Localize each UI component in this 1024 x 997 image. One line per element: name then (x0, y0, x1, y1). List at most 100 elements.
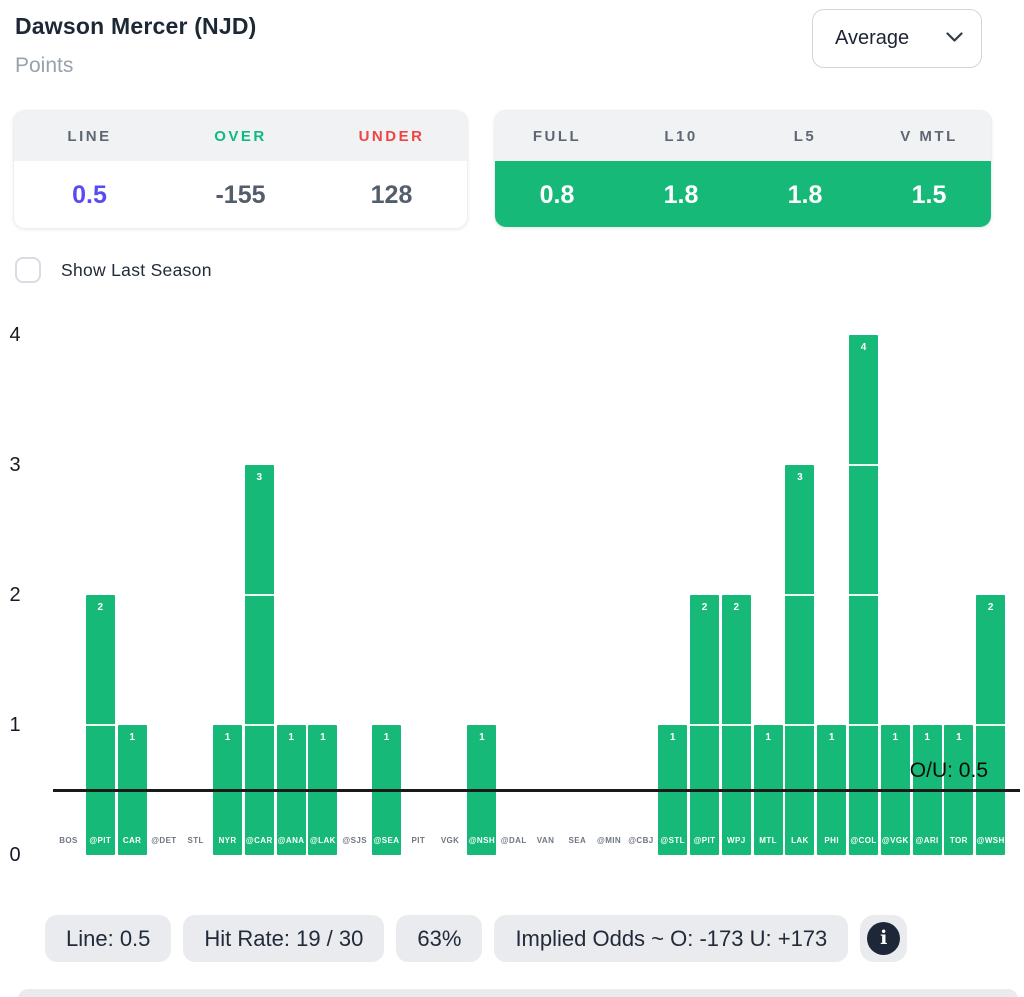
x-axis-opponent-label: @CBJ (628, 836, 654, 845)
show-last-season-label: Show Last Season (61, 259, 212, 280)
game-bar[interactable]: 1 (308, 725, 338, 855)
bar-value-label: 1 (765, 732, 771, 743)
y-axis-tick: 2 (9, 584, 21, 606)
game-bar[interactable]: 1 (213, 725, 242, 855)
betting-line-header-row: LINE OVER UNDER (14, 111, 467, 161)
chevron-down-icon (946, 30, 963, 48)
bar-value-label: 3 (797, 472, 803, 483)
over-header: OVER (214, 127, 267, 145)
show-last-season-row: Show Last Season (15, 256, 212, 284)
game-bar[interactable]: 1 (467, 725, 497, 855)
bar-value-label: 2 (733, 602, 740, 613)
hit-rate-pill: Hit Rate: 19 / 30 (183, 915, 385, 962)
y-axis-tick: 3 (9, 454, 21, 476)
vs-opponent-header: V MTL (900, 127, 958, 145)
betting-line-card: LINE OVER UNDER 0.5 -155 128 (13, 110, 468, 229)
game-bar[interactable]: 2 (85, 595, 115, 855)
l5-header: L5 (793, 127, 817, 145)
bar-segment-divider (721, 724, 751, 726)
bar-value-label: 1 (892, 732, 899, 743)
show-last-season-checkbox[interactable] (15, 257, 41, 283)
splits-value-row: 0.8 1.8 1.8 1.5 (495, 161, 991, 227)
bar-value-label: 1 (129, 732, 135, 743)
bar-segment-divider (244, 594, 274, 596)
game-bar[interactable]: 1 (658, 725, 688, 855)
bar-value-label: 1 (956, 732, 962, 743)
game-bar[interactable]: 3 (785, 465, 815, 855)
page-title: Dawson Mercer (NJD) (15, 13, 257, 39)
bar-segment-divider (976, 724, 1006, 726)
stat-type-label: Points (15, 54, 74, 77)
bar-value-label: 2 (701, 602, 708, 613)
game-bar[interactable]: 1 (276, 725, 306, 855)
bar-segment-divider (785, 594, 815, 596)
stat-mode-selected: Average (835, 27, 910, 49)
y-axis-tick: 1 (9, 714, 21, 736)
game-bar[interactable]: 2 (690, 595, 719, 855)
l5-average-value: 1.8 (787, 180, 823, 209)
x-axis-opponent-label: PIT (411, 836, 426, 845)
summary-footer: Line: 0.5 Hit Rate: 19 / 30 63% Implied … (45, 915, 908, 962)
game-bar[interactable]: 1 (117, 725, 147, 855)
x-axis-opponent-label: @MIN (597, 836, 622, 845)
game-bar[interactable]: 1 (944, 725, 974, 855)
next-section-card-top (18, 989, 1018, 997)
bar-segment-divider (85, 724, 115, 726)
bar-value-label: 2 (987, 602, 994, 613)
stat-mode-dropdown[interactable]: Average (812, 9, 982, 68)
game-bar[interactable]: 1 (372, 725, 401, 855)
splits-header-row: FULL L10 L5 V MTL (495, 111, 991, 161)
bar-value-label: 1 (924, 732, 930, 743)
betting-line-value-row: 0.5 -155 128 (14, 161, 467, 228)
bar-value-label: 3 (256, 472, 263, 483)
line-value: 0.5 (72, 181, 107, 209)
bar-value-label: 1 (383, 732, 390, 743)
bar-segment-divider (849, 724, 878, 726)
game-bar[interactable]: 1 (817, 725, 847, 855)
bar-value-label: 1 (479, 732, 485, 743)
game-bar[interactable]: 1 (912, 725, 942, 855)
game-bar[interactable]: 1 (880, 725, 910, 855)
x-axis-opponent-label: @DET (151, 836, 177, 845)
over-odds-value: -155 (215, 181, 266, 209)
x-axis-opponent-label: SEA (568, 836, 587, 845)
game-bar[interactable]: 2 (721, 595, 751, 855)
bar-segment-divider (785, 724, 815, 726)
l10-average-value: 1.8 (663, 180, 699, 209)
info-button[interactable]: i (860, 915, 908, 962)
game-bar[interactable]: 1 (753, 725, 783, 855)
bar-value-label: 1 (320, 732, 326, 743)
under-header: UNDER (358, 127, 425, 145)
game-bar[interactable]: 3 (244, 465, 274, 855)
bar-segment-divider (849, 594, 878, 596)
x-axis-opponent-label: @DAL (500, 836, 527, 845)
x-axis-opponent-label: @SJS (342, 836, 367, 845)
x-axis-opponent-label: STL (187, 836, 204, 845)
full-average-value: 0.8 (539, 180, 575, 209)
info-icon: i (867, 922, 901, 955)
hit-rate-percent-pill: 63% (396, 915, 483, 962)
under-odds-value: 128 (370, 181, 413, 209)
bar-segment-divider (244, 724, 274, 726)
bar-segment-divider (690, 724, 719, 726)
game-bar[interactable]: 2 (976, 595, 1006, 855)
y-axis-tick: 4 (9, 324, 21, 346)
game-bar[interactable]: 4 (849, 335, 878, 855)
x-axis-opponent-label: VAN (536, 836, 555, 845)
bar-value-label: 2 (97, 602, 104, 613)
x-axis-opponent-label: BOS (59, 836, 78, 845)
full-header: FULL (532, 127, 582, 145)
vs-opponent-average-value: 1.5 (911, 180, 947, 209)
bar-value-label: 4 (860, 342, 867, 353)
implied-odds-pill: Implied Odds ~ O: -173 U: +173 (494, 915, 849, 962)
y-axis-tick: 0 (9, 844, 21, 866)
x-axis-opponent-label: VGK (440, 836, 460, 845)
line-header: LINE (67, 127, 112, 145)
line-pill: Line: 0.5 (45, 915, 172, 962)
l10-header: L10 (664, 127, 698, 145)
bar-value-label: 1 (288, 732, 294, 743)
bar-value-label: 1 (224, 732, 231, 743)
splits-card: FULL L10 L5 V MTL 0.8 1.8 1.8 1.5 (494, 110, 992, 228)
